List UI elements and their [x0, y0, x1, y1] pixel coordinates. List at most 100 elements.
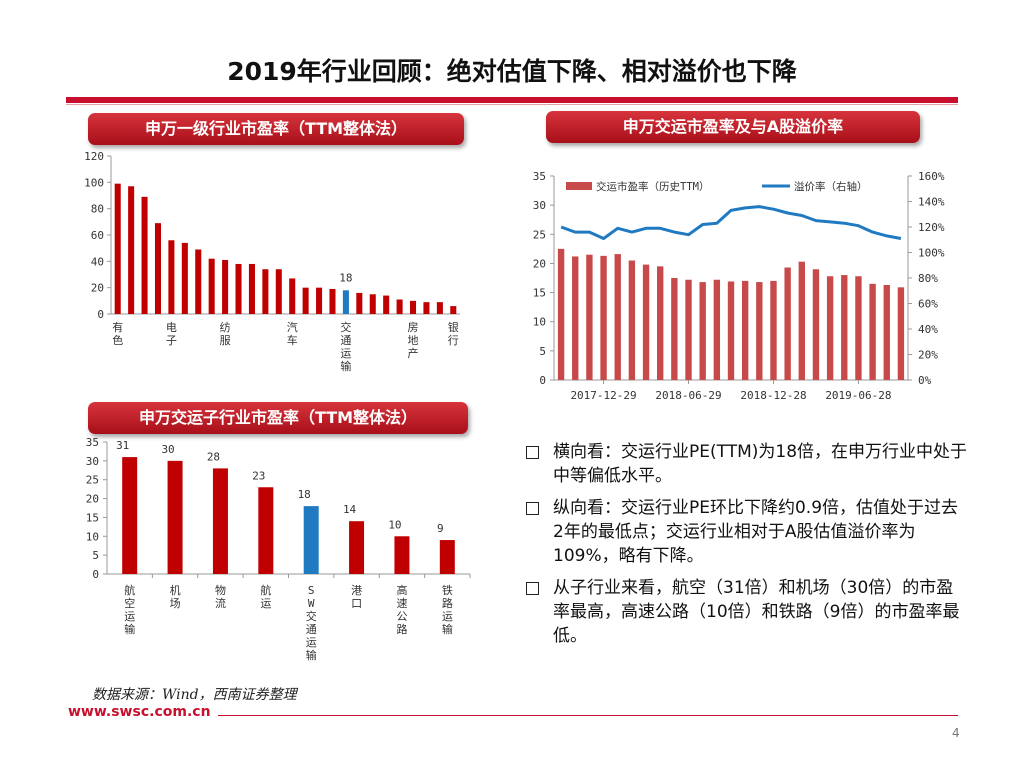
bar: [168, 240, 175, 314]
x-tick-label: 高: [396, 583, 407, 597]
y-tick-label: 35: [86, 436, 99, 449]
bullet-text: 纵向看：交运行业PE环比下降约0.9倍，估值处于过去2年的最低点；交运行业相对于…: [553, 498, 959, 566]
y2-tick-label: 40%: [918, 323, 938, 336]
x-tick-label: 2018-12-28: [740, 389, 806, 402]
bar: [248, 263, 255, 314]
bar: [642, 264, 650, 380]
checkbox-bullet-icon: [526, 446, 539, 459]
bar: [756, 282, 763, 380]
x-tick-label: 速: [396, 597, 407, 610]
y-tick-label: 10: [86, 530, 99, 543]
bar: [614, 254, 621, 380]
x-tick-label: 运: [260, 597, 271, 610]
y-tick-label: 40: [91, 255, 104, 268]
x-tick-label: 航: [260, 583, 271, 597]
y-tick-label: 60: [91, 229, 104, 242]
bar: [600, 255, 607, 380]
bar: [784, 267, 791, 380]
x-tick-label: 输: [340, 359, 351, 373]
website-link[interactable]: www.swsc.com.cn: [68, 704, 211, 720]
bar: [122, 457, 138, 574]
bar: [289, 278, 296, 314]
bullet-text: 从子行业来看，航空（31倍）和机场（30倍）的市盈率最高，高速公路（10倍）和铁…: [553, 578, 960, 646]
y-tick-label: 0: [97, 308, 104, 321]
footer-divider: [218, 715, 958, 716]
y2-tick-label: 160%: [918, 170, 945, 183]
x-tick-label: 2019-06-28: [825, 389, 891, 402]
bar: [855, 276, 862, 380]
bar: [812, 269, 820, 380]
bar: [329, 288, 336, 314]
data-label: 9: [437, 522, 444, 535]
bullet-list: 横向看：交运行业PE(TTM)为18倍，在申万行业中处于中等偏低水平。 纵向看：…: [523, 440, 968, 656]
data-label: 23: [252, 469, 265, 482]
x-tick-label: 产: [408, 346, 419, 360]
x-tick-label: 机: [170, 583, 181, 597]
x-tick-label: 路: [396, 623, 407, 636]
bar: [628, 260, 636, 380]
x-tick-label: 子: [166, 334, 177, 347]
bar: [235, 263, 242, 314]
x-tick-label: 纺: [220, 320, 231, 334]
bar: [897, 287, 905, 380]
x-tick-label: 2018-06-29: [655, 389, 721, 402]
data-label: 14: [343, 503, 357, 516]
bar: [423, 302, 430, 314]
data-label: 31: [116, 439, 129, 452]
bar: [883, 284, 890, 380]
bar: [383, 295, 390, 314]
legend-label-line: 溢价率（右轴）: [794, 180, 868, 193]
bar: [770, 280, 777, 380]
bar: [586, 254, 593, 380]
bar: [181, 242, 188, 314]
y2-tick-label: 120%: [918, 221, 945, 234]
bullet-text: 横向看：交运行业PE(TTM)为18倍，在申万行业中处于中等偏低水平。: [553, 442, 968, 486]
bar: [685, 279, 692, 380]
bar-highlight: [342, 290, 349, 314]
data-label: 30: [161, 443, 174, 456]
bar: [826, 276, 834, 380]
y2-tick-label: 0%: [918, 374, 932, 387]
y-tick-label: 80: [91, 203, 104, 216]
bar: [154, 223, 162, 314]
y-tick-label: 0: [539, 374, 546, 387]
bar: [349, 521, 365, 574]
bar: [396, 299, 403, 314]
x-tick-label: 运: [306, 636, 317, 649]
x-tick-label: 交: [340, 320, 351, 334]
bar: [657, 266, 664, 380]
y-tick-label: 25: [86, 474, 99, 487]
bar: [141, 196, 148, 314]
y-tick-label: 10: [533, 316, 546, 329]
bar: [167, 460, 183, 574]
x-tick-label: 房: [408, 321, 419, 334]
bar: [798, 261, 805, 380]
x-tick-label: 通: [306, 623, 317, 636]
bar: [356, 292, 363, 314]
bar: [212, 468, 228, 574]
data-source: 数据来源：Wind，西南证券整理: [92, 687, 297, 703]
x-tick-label: 2017-12-29: [570, 389, 636, 402]
x-tick-label: 港: [351, 584, 362, 597]
y-tick-label: 120: [84, 150, 104, 163]
y-tick-label: 0: [92, 568, 99, 581]
bar: [699, 282, 706, 380]
x-tick-label: 地: [408, 334, 419, 347]
checkbox-bullet-icon: [526, 502, 539, 515]
x-tick-label: 空: [124, 596, 135, 610]
chart1-banner: 申万一级行业市盈率（TTM整体法）: [88, 113, 464, 145]
x-tick-label: 铁: [442, 584, 453, 597]
x-tick-label: 有: [112, 320, 123, 334]
y-tick-label: 30: [533, 199, 546, 212]
page-number: 4: [952, 726, 960, 740]
premium-line: [560, 205, 902, 240]
bar: [572, 256, 579, 380]
bar: [409, 300, 417, 314]
y2-tick-label: 140%: [918, 196, 945, 209]
data-label: 10: [388, 518, 401, 531]
y-tick-label: 20: [533, 257, 546, 270]
bar: [222, 260, 229, 314]
x-tick-label: 通: [340, 334, 351, 347]
bar: [869, 283, 876, 380]
y2-tick-label: 80%: [918, 272, 938, 285]
